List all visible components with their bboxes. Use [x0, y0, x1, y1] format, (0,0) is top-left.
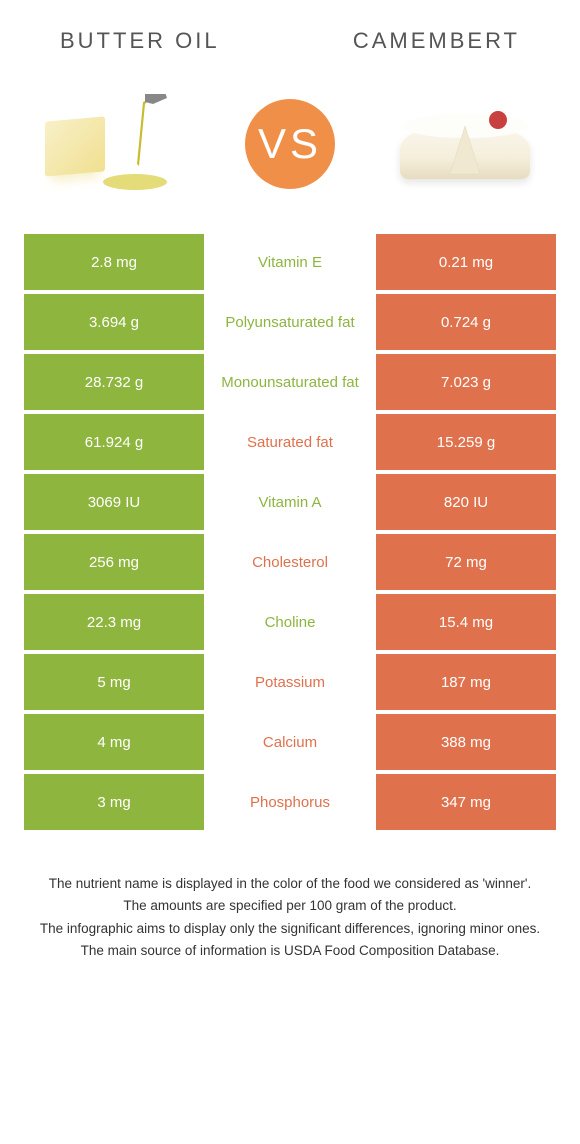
camembert-image [380, 84, 550, 204]
table-row: 3 mgPhosphorus347 mg [24, 774, 556, 830]
table-row: 256 mgCholesterol72 mg [24, 534, 556, 590]
table-row: 5 mgPotassium187 mg [24, 654, 556, 710]
left-value: 3069 IU [24, 474, 204, 530]
right-value: 388 mg [376, 714, 556, 770]
footer-line: The infographic aims to display only the… [30, 919, 550, 939]
table-row: 4 mgCalcium388 mg [24, 714, 556, 770]
left-value: 5 mg [24, 654, 204, 710]
right-value: 15.4 mg [376, 594, 556, 650]
nutrient-name: Cholesterol [204, 534, 376, 590]
table-row: 3.694 gPolyunsaturated fat0.724 g [24, 294, 556, 350]
comparison-table: 2.8 mgVitamin E0.21 mg3.694 gPolyunsatur… [0, 234, 580, 830]
left-value: 256 mg [24, 534, 204, 590]
nutrient-name: Choline [204, 594, 376, 650]
footer-line: The amounts are specified per 100 gram o… [30, 896, 550, 916]
nutrient-name: Vitamin A [204, 474, 376, 530]
right-value: 187 mg [376, 654, 556, 710]
nutrient-name: Polyunsaturated fat [204, 294, 376, 350]
right-value: 0.21 mg [376, 234, 556, 290]
table-row: 3069 IUVitamin A820 IU [24, 474, 556, 530]
header-titles: BUTTER OIL CAMEMBERT [0, 0, 580, 64]
butter-oil-image [30, 84, 200, 204]
nutrient-name: Monounsaturated fat [204, 354, 376, 410]
table-row: 22.3 mgCholine15.4 mg [24, 594, 556, 650]
right-value: 0.724 g [376, 294, 556, 350]
table-row: 61.924 gSaturated fat15.259 g [24, 414, 556, 470]
left-value: 28.732 g [24, 354, 204, 410]
right-value: 72 mg [376, 534, 556, 590]
table-row: 2.8 mgVitamin E0.21 mg [24, 234, 556, 290]
right-value: 7.023 g [376, 354, 556, 410]
nutrient-name: Saturated fat [204, 414, 376, 470]
vs-badge: VS [245, 99, 335, 189]
nutrient-name: Vitamin E [204, 234, 376, 290]
nutrient-name: Calcium [204, 714, 376, 770]
left-value: 61.924 g [24, 414, 204, 470]
right-value: 347 mg [376, 774, 556, 830]
footer-notes: The nutrient name is displayed in the co… [0, 834, 580, 961]
table-row: 28.732 gMonounsaturated fat7.023 g [24, 354, 556, 410]
footer-line: The main source of information is USDA F… [30, 941, 550, 961]
left-value: 22.3 mg [24, 594, 204, 650]
left-value: 4 mg [24, 714, 204, 770]
vs-label: VS [258, 120, 322, 168]
images-row: VS [0, 64, 580, 234]
left-value: 2.8 mg [24, 234, 204, 290]
left-value: 3.694 g [24, 294, 204, 350]
right-value: 15.259 g [376, 414, 556, 470]
left-value: 3 mg [24, 774, 204, 830]
nutrient-name: Potassium [204, 654, 376, 710]
right-food-title: CAMEMBERT [353, 28, 520, 54]
nutrient-name: Phosphorus [204, 774, 376, 830]
footer-line: The nutrient name is displayed in the co… [30, 874, 550, 894]
right-value: 820 IU [376, 474, 556, 530]
left-food-title: BUTTER OIL [60, 28, 220, 54]
